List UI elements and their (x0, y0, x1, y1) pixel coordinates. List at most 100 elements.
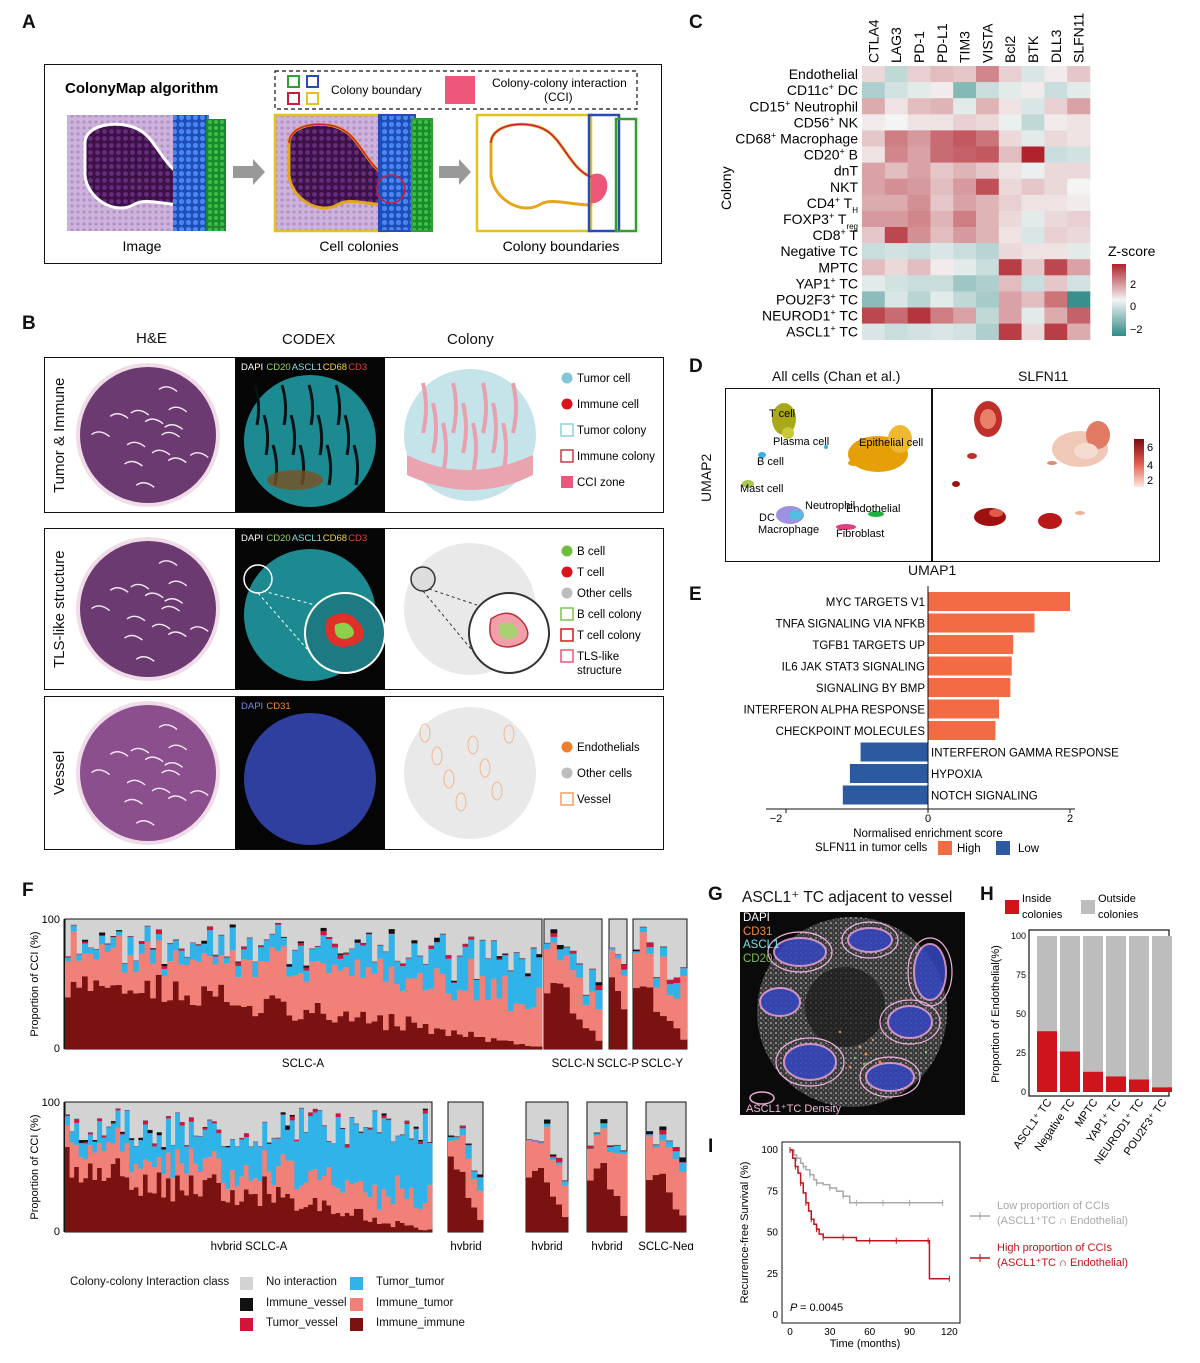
heatmap-column-label: TIM3 (957, 31, 973, 63)
cci-segment-tt (550, 1157, 557, 1161)
cci-segment-it (101, 1151, 107, 1181)
cci-segment-tt (646, 1134, 654, 1137)
legend-low-label: Low (1018, 843, 1040, 855)
cci-segment-tt (348, 949, 356, 976)
h-legend-label: colonies (1098, 909, 1139, 921)
heatmap-cell (862, 307, 886, 324)
cci-segment-tt (246, 938, 253, 961)
x-axis-label: Normalised enrichment score (853, 828, 1003, 840)
cci-segment-tt (156, 1135, 162, 1158)
codex-marker: CD3 (348, 362, 367, 373)
cci-segment-iv (550, 1154, 557, 1157)
column-he: H&E (136, 330, 167, 347)
he-stroke (151, 787, 171, 794)
cci-segment-it (340, 1192, 346, 1217)
cci-segment-tt (513, 953, 520, 1004)
cci-segment-it (349, 1184, 355, 1216)
cci-segment-tt (65, 957, 72, 962)
cci-segment-ii (229, 1005, 236, 1049)
cci-segment-tv (344, 1144, 350, 1148)
cci-segment-tt (207, 1120, 213, 1158)
cci-segment-it (556, 960, 564, 984)
cci-segment-tt (297, 945, 304, 974)
cci-segment-tt (646, 947, 654, 954)
group-label: hybrid (450, 1241, 481, 1250)
cci-segment-it (252, 977, 259, 1017)
heatmap-cell (884, 307, 908, 324)
cci-segment-it (257, 1180, 263, 1206)
heatmap-cell (1067, 259, 1091, 276)
h-legend-swatch (1081, 900, 1095, 914)
cci-segment-it (308, 1170, 314, 1205)
cci-segment-ii (78, 1182, 84, 1232)
heatmap-column-label: CTLA4 (865, 19, 881, 63)
cci-segment-tt (473, 980, 480, 1001)
panel-label-a: A (22, 12, 36, 33)
cci-segment-tv (400, 963, 407, 967)
cci-segment-ii (360, 1011, 367, 1049)
cci-segment-ii (593, 1168, 601, 1232)
cci-segment-it (386, 1196, 392, 1224)
heatmap-cell (1044, 82, 1068, 99)
cci-segment-iv (99, 932, 106, 936)
cci-segment-tt (320, 935, 327, 964)
cci-segment-tt (198, 1136, 204, 1172)
cci-segment-ii (83, 1178, 89, 1232)
ascl1-marker: CD31 (743, 925, 773, 938)
cci-segment-ii (110, 1163, 116, 1232)
cci-segment-it (550, 1160, 557, 1197)
cci-segment-it (615, 958, 622, 991)
cci-segment-ii (321, 1200, 327, 1232)
cci-segment-tv (188, 1117, 194, 1122)
cci-segment-ii (110, 985, 117, 1049)
cci-segment-ii (206, 990, 214, 1049)
colony-stroke (451, 382, 458, 434)
cluster-plasma (824, 445, 828, 449)
heatmap-row-label: CD56+ NK (794, 114, 859, 130)
cci-segment-it (381, 1189, 387, 1224)
heatmap-cell (998, 227, 1022, 244)
cci-segment-ii (93, 980, 100, 1049)
cci-segment-ii (303, 1207, 309, 1232)
cci-segment-tv (659, 1130, 667, 1135)
cci-segment-it (582, 1004, 590, 1029)
cci-segment-ii (218, 984, 225, 1049)
cci-segment-iv (340, 1127, 346, 1129)
cci-segment-tt (201, 943, 208, 954)
heatmap-cell (976, 98, 1000, 115)
cci-segment-tv (262, 1121, 268, 1123)
cci-segment-tv (538, 1141, 545, 1143)
heatmap-row-label: CD15+ Neutrophil (749, 98, 858, 114)
colony-stroke (491, 402, 498, 454)
cci-segment-iv (225, 1146, 231, 1148)
cci-segment-tt (405, 958, 412, 979)
heatmap-cell (907, 98, 931, 115)
panel-label-f: F (22, 880, 34, 901)
cci-segment-iv (337, 953, 344, 955)
cci-segment-it (142, 1159, 148, 1175)
colonymap-diagram: ColonyMap algorithm Colony boundary Colo… (65, 70, 638, 254)
cci-segment-tt (372, 1111, 378, 1185)
cci-segment-ii (358, 1208, 364, 1232)
cci-segment-ii (381, 1223, 387, 1232)
cci-segment-ii (399, 1222, 405, 1232)
cci-segment-iv (422, 1108, 428, 1111)
cci-segment-it (74, 1144, 80, 1167)
cci-segment-ii (201, 986, 208, 1049)
cci-segment-it (468, 958, 475, 1032)
cci-segment-iv (82, 939, 89, 942)
cci-segment-iv (286, 964, 293, 967)
cci-segment-ii (97, 1167, 103, 1232)
h-y-tick: 100 (1011, 931, 1026, 941)
colony-stroke (461, 402, 468, 454)
cci-segment-tt (462, 946, 469, 991)
cci-segment-tt (225, 1147, 231, 1189)
legend-dot-icon (561, 566, 573, 578)
cci-segment-ii (82, 976, 89, 1049)
cci-segment-ii (202, 1179, 208, 1232)
cci-segment-tv (172, 939, 179, 941)
cci-segment-tt (65, 1116, 70, 1126)
cci-segment-ii (600, 1162, 608, 1232)
heatmap-cell (976, 307, 1000, 324)
